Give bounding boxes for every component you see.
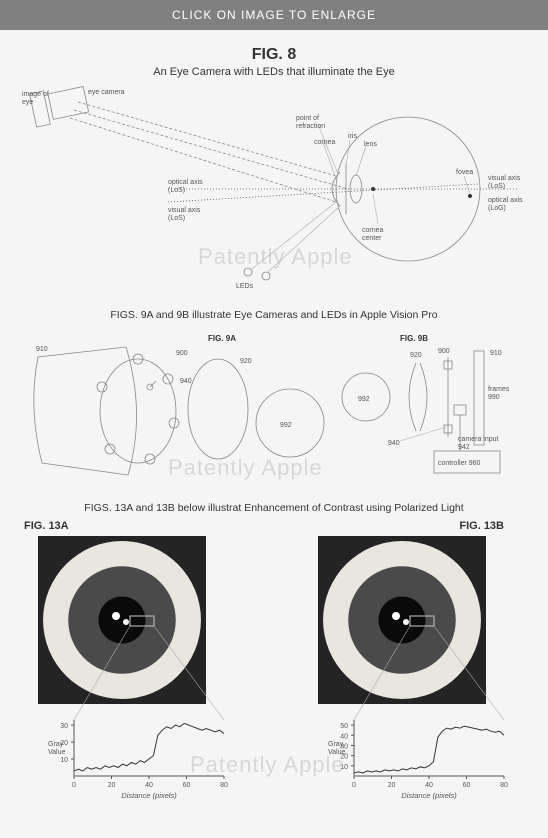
svg-text:10: 10 bbox=[340, 764, 348, 771]
svg-text:940: 940 bbox=[388, 440, 400, 447]
svg-text:910: 910 bbox=[490, 350, 502, 357]
svg-text:Gray: Gray bbox=[328, 741, 344, 748]
svg-text:LEDs: LEDs bbox=[236, 283, 254, 290]
svg-text:50: 50 bbox=[340, 723, 348, 730]
svg-text:80: 80 bbox=[500, 782, 508, 789]
svg-text:controller 960: controller 960 bbox=[438, 460, 481, 467]
enlarge-bar-label: CLICK ON IMAGE TO ENLARGE bbox=[172, 8, 376, 22]
fig8-svg: image of eye eye camera point of refract… bbox=[18, 84, 530, 294]
fig13-caption: FIGS. 13A and 13B below illustrat Enhanc… bbox=[18, 502, 530, 514]
svg-text:frames: frames bbox=[488, 386, 510, 393]
svg-text:900: 900 bbox=[176, 350, 188, 357]
svg-text:(LoS): (LoS) bbox=[488, 183, 505, 190]
svg-text:visual axis: visual axis bbox=[488, 175, 521, 182]
svg-text:910: 910 bbox=[36, 346, 48, 353]
svg-text:942: 942 bbox=[458, 444, 470, 451]
svg-text:940: 940 bbox=[180, 378, 192, 385]
svg-text:(LoS): (LoS) bbox=[168, 187, 185, 194]
fig8-panel: image of eye eye camera point of refract… bbox=[18, 84, 530, 299]
svg-text:cornea: cornea bbox=[314, 139, 336, 146]
svg-text:optical axis: optical axis bbox=[168, 179, 203, 186]
svg-text:refraction: refraction bbox=[296, 123, 325, 130]
svg-text:image of: image of bbox=[22, 91, 49, 98]
svg-text:Value: Value bbox=[328, 749, 345, 756]
svg-text:992: 992 bbox=[280, 422, 292, 429]
svg-text:10: 10 bbox=[60, 757, 68, 764]
svg-text:FIG. 9A: FIG. 9A bbox=[208, 334, 236, 343]
svg-text:20: 20 bbox=[388, 782, 396, 789]
svg-text:0: 0 bbox=[72, 782, 76, 789]
svg-text:900: 900 bbox=[438, 348, 450, 355]
fig8-title: FIG. 8 bbox=[18, 46, 530, 64]
svg-text:992: 992 bbox=[358, 396, 370, 403]
svg-text:point of: point of bbox=[296, 115, 319, 122]
svg-text:center: center bbox=[362, 235, 382, 242]
svg-text:eye camera: eye camera bbox=[88, 89, 125, 96]
fig9-caption: FIGS. 9A and 9B illustrate Eye Cameras a… bbox=[18, 309, 530, 321]
svg-text:FIG. 9B: FIG. 9B bbox=[400, 334, 428, 343]
svg-text:60: 60 bbox=[183, 782, 191, 789]
svg-text:Gray: Gray bbox=[48, 741, 64, 748]
svg-text:0: 0 bbox=[352, 782, 356, 789]
svg-text:60: 60 bbox=[463, 782, 471, 789]
svg-text:iris: iris bbox=[348, 133, 357, 140]
svg-text:(LoS): (LoS) bbox=[168, 215, 185, 222]
svg-text:cornea: cornea bbox=[362, 227, 384, 234]
fig13a-title: FIG. 13A bbox=[24, 520, 69, 532]
fig13b-title: FIG. 13B bbox=[459, 520, 504, 532]
svg-text:20: 20 bbox=[108, 782, 116, 789]
enlarge-bar[interactable]: CLICK ON IMAGE TO ENLARGE bbox=[0, 0, 548, 30]
svg-text:Distance (pixels): Distance (pixels) bbox=[401, 791, 457, 800]
svg-text:visual axis: visual axis bbox=[168, 207, 201, 214]
svg-text:920: 920 bbox=[410, 352, 422, 359]
svg-text:80: 80 bbox=[220, 782, 228, 789]
svg-text:fovea: fovea bbox=[456, 169, 473, 176]
svg-text:40: 40 bbox=[145, 782, 153, 789]
svg-text:optical axis: optical axis bbox=[488, 197, 523, 204]
svg-text:30: 30 bbox=[60, 723, 68, 730]
svg-text:Value: Value bbox=[48, 749, 65, 756]
fig9-svg: FIG. 9A 992 910 900 940 920 FI bbox=[18, 327, 530, 487]
svg-text:lens: lens bbox=[364, 141, 377, 148]
svg-text:Distance (pixels): Distance (pixels) bbox=[121, 791, 177, 800]
fig9-panel: FIG. 9A 992 910 900 940 920 FI bbox=[18, 327, 530, 492]
svg-text:40: 40 bbox=[340, 733, 348, 740]
page: FIG. 8 An Eye Camera with LEDs that illu… bbox=[0, 30, 548, 806]
svg-text:(LoG): (LoG) bbox=[488, 205, 506, 212]
svg-text:eye: eye bbox=[22, 99, 33, 106]
svg-text:40: 40 bbox=[425, 782, 433, 789]
fig13-panel: FIG. 13A FIG. 13B 102030020406080GrayVal… bbox=[18, 520, 530, 806]
svg-text:990: 990 bbox=[488, 394, 500, 401]
fig8-subtitle: An Eye Camera with LEDs that illuminate … bbox=[18, 66, 530, 78]
svg-text:camera input: camera input bbox=[458, 436, 499, 443]
svg-text:920: 920 bbox=[240, 358, 252, 365]
fig13-svg: 102030020406080GrayValueDistance (pixels… bbox=[18, 520, 530, 806]
